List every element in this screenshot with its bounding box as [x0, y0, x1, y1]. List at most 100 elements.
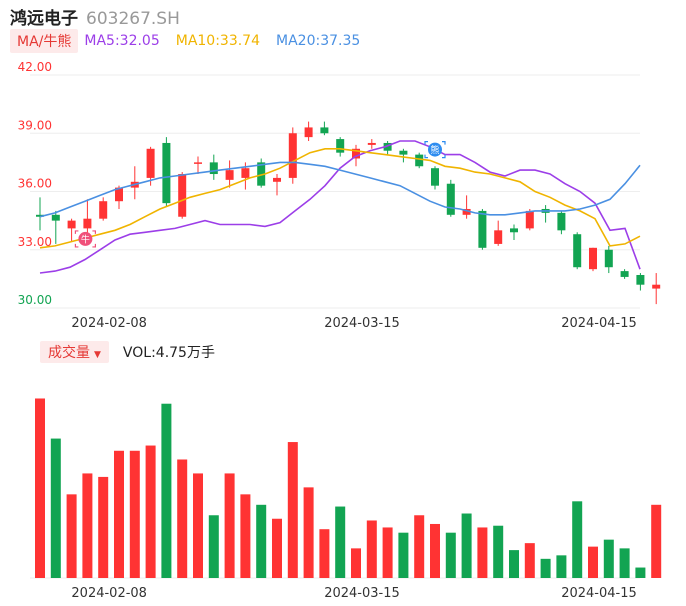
- volume-bar: [572, 501, 583, 578]
- volume-indicator-tag[interactable]: 成交量 ▼: [40, 341, 109, 363]
- ma-legend: MA/牛熊 MA5:32.05 MA10:33.74 MA20:37.35: [10, 29, 360, 53]
- volume-bar: [193, 473, 203, 578]
- candle: [446, 179, 455, 217]
- candle: [146, 146, 155, 186]
- volume-bar: [445, 532, 456, 578]
- candle-body: [573, 234, 582, 268]
- candle-body: [162, 142, 171, 204]
- volume-bar: [398, 532, 409, 578]
- volume-bar: [256, 504, 267, 578]
- volume-x-tick-label: 2024-03-15: [324, 586, 400, 601]
- volume-bar: [208, 515, 219, 578]
- volume-bar: [509, 550, 519, 578]
- volume-bar: [161, 403, 172, 578]
- candle: [431, 166, 439, 190]
- candle-body: [194, 162, 202, 164]
- candle: [399, 148, 408, 163]
- ma20-line: [39, 161, 641, 218]
- candle-body: [462, 208, 471, 215]
- candle-body: [241, 168, 250, 178]
- candle-body: [525, 210, 534, 229]
- candle-body: [99, 201, 108, 219]
- volume-bar: [82, 473, 93, 578]
- candle-body: [557, 212, 566, 231]
- volume-bar: [66, 494, 77, 578]
- bear-marker-dot: [428, 142, 442, 157]
- price-y-tick-label: 30.00: [18, 293, 52, 307]
- volume-bar: [366, 520, 377, 578]
- bear-marker-label: 熊: [430, 144, 439, 156]
- candle-body: [446, 183, 455, 215]
- volume-bar: [303, 487, 314, 578]
- volume-bar: [240, 494, 251, 578]
- candle-body: [320, 127, 329, 134]
- price-y-tick-label: 42.00: [18, 60, 52, 74]
- volume-bar: [287, 442, 298, 578]
- volume-bar: [50, 438, 61, 578]
- bull-marker: 牛: [74, 230, 96, 248]
- volume-bar: [98, 476, 109, 578]
- volume-bar: [651, 504, 662, 578]
- candle: [620, 269, 629, 279]
- candle: [462, 195, 471, 219]
- volume-bar: [414, 515, 425, 578]
- candle: [51, 210, 60, 244]
- candle-body: [336, 139, 345, 153]
- candle-body: [399, 150, 408, 155]
- candle-body: [83, 218, 92, 229]
- candle-body: [178, 174, 187, 217]
- candle-body: [225, 170, 234, 180]
- volume-bar: [177, 459, 188, 578]
- bear-marker-frame: [424, 141, 446, 159]
- candle: [288, 127, 297, 184]
- candle-body: [620, 271, 629, 277]
- volume-bar: [335, 506, 346, 578]
- candle-body: [604, 249, 613, 268]
- volume-value: VOL:4.75万手: [122, 345, 215, 361]
- volume-bar: [224, 473, 235, 578]
- volume-bar: [477, 527, 488, 578]
- candle: [320, 121, 329, 136]
- candle-body: [67, 220, 76, 229]
- volume-bar: [493, 525, 504, 578]
- candle-body: [478, 210, 487, 248]
- candle: [36, 197, 44, 231]
- volume-bar: [603, 539, 614, 578]
- price-x-tick-label: 2024-03-15: [324, 316, 400, 331]
- candle-body: [146, 148, 155, 178]
- candle-body: [288, 133, 297, 178]
- ma5-line: [39, 140, 641, 274]
- candle: [273, 174, 281, 196]
- candle: [99, 197, 108, 221]
- volume-bar: [635, 567, 646, 578]
- candle: [589, 247, 597, 272]
- volume-bar: [524, 543, 535, 578]
- volume-bar: [619, 548, 630, 578]
- candle-body: [115, 187, 123, 202]
- bull-marker-label: 牛: [81, 233, 90, 245]
- price-x-tick-label: 2024-04-15: [561, 316, 637, 331]
- ma5-value: MA5:32.05: [84, 33, 160, 49]
- price-y-tick-label: 33.00: [18, 235, 52, 249]
- price-chart: 42.00 39.00 36.00 33.00 30.00 2024-02-08 2024-…: [18, 60, 661, 331]
- candle: [194, 156, 202, 175]
- ma10-line: [39, 148, 641, 249]
- volume-bar: [35, 398, 45, 578]
- candle: [510, 224, 518, 241]
- candle-body: [367, 142, 376, 145]
- volume-tag-label: 成交量: [48, 345, 90, 361]
- volume-bar: [588, 546, 598, 578]
- candle: [209, 154, 218, 180]
- ma-indicator-tag[interactable]: MA/牛熊: [10, 29, 79, 53]
- candle: [636, 273, 645, 291]
- candle-body: [636, 274, 645, 285]
- candle-body: [352, 148, 360, 159]
- candle-body: [36, 214, 44, 217]
- candle: [494, 220, 503, 246]
- bull-marker-frame: [74, 230, 96, 248]
- candle-body: [51, 214, 60, 221]
- stock-name: 鸿远电子: [10, 9, 78, 29]
- volume-legend: 成交量 ▼ VOL:4.75万手: [40, 341, 215, 363]
- candle: [115, 185, 123, 209]
